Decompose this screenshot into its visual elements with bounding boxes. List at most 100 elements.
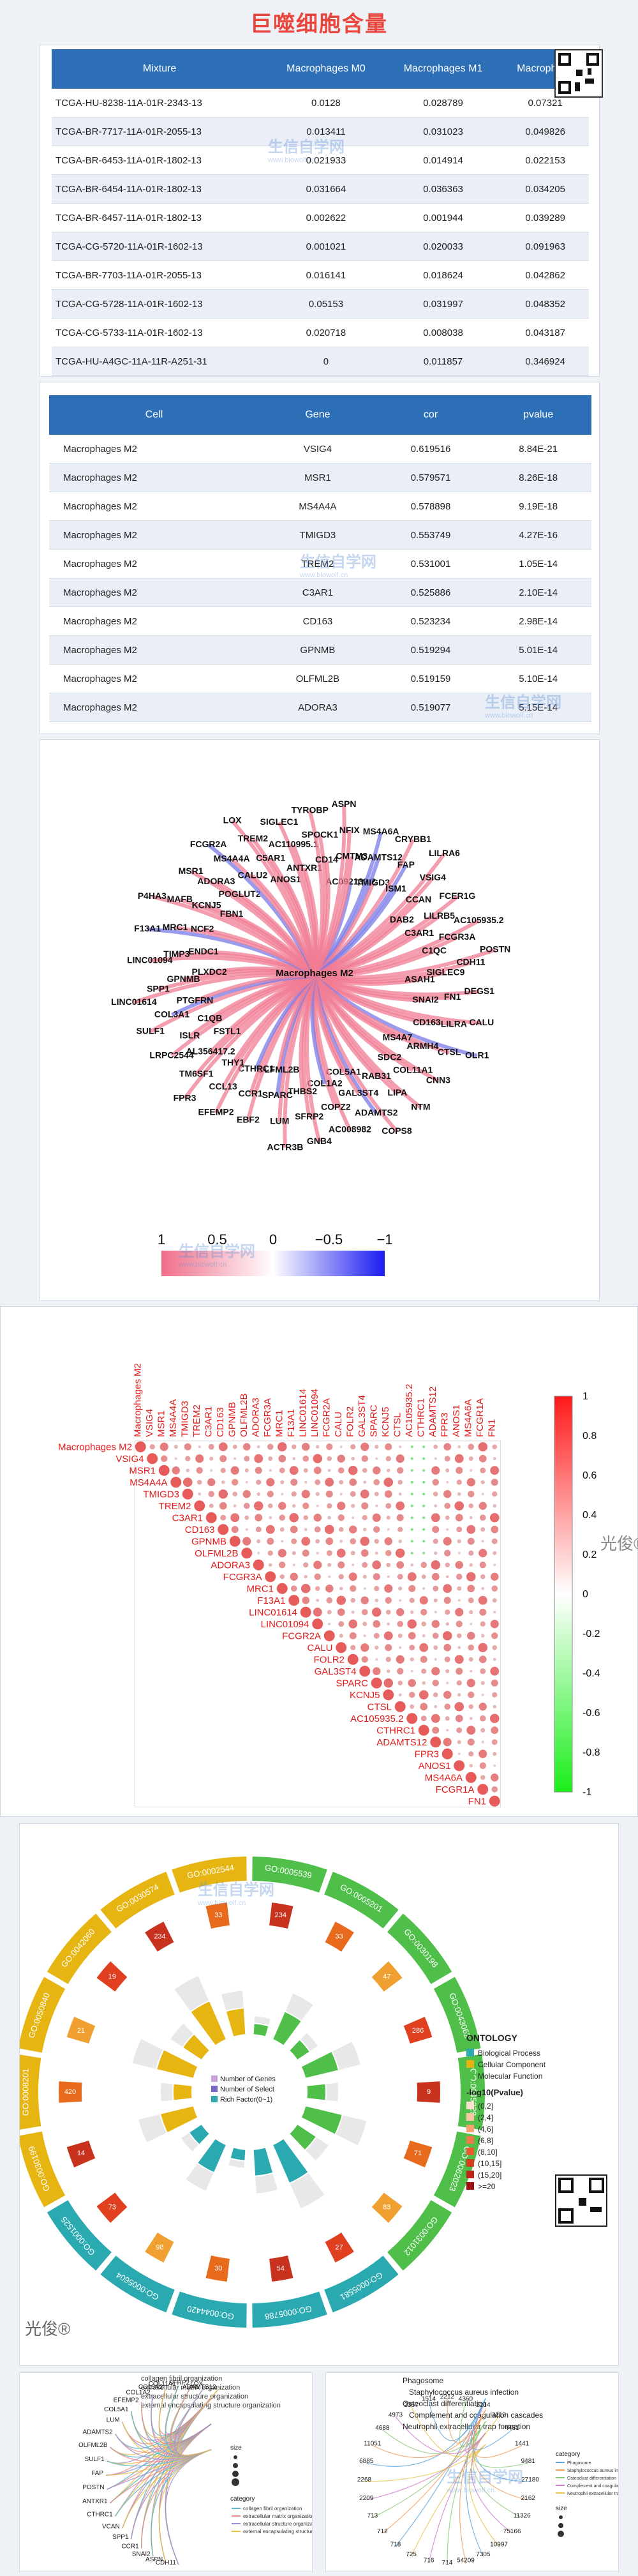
- corr-cell: [446, 1480, 449, 1484]
- corr-cell: [186, 1468, 189, 1472]
- corr-cell: [386, 1562, 391, 1567]
- corr-cell: [266, 1478, 275, 1487]
- table2-header-1: Gene: [259, 395, 376, 435]
- corr-cell: [434, 1551, 438, 1555]
- network-gene-label: C3AR1: [404, 928, 434, 938]
- corr-cell: [457, 1586, 462, 1591]
- corr-cell: [383, 1689, 394, 1701]
- go-pvalue-swatch: [466, 2148, 474, 2155]
- corr-cell: [433, 1444, 438, 1449]
- corr-cell: [363, 1634, 366, 1638]
- corr-cell: [362, 1515, 367, 1521]
- corr-col-label: ADORA3: [250, 1397, 261, 1437]
- network-gene-label: CDH11: [456, 957, 485, 967]
- chord-gene-label: 716: [424, 2557, 434, 2565]
- corr-cell: [326, 1443, 333, 1450]
- network-gene-label: ADAMTS2: [355, 1108, 398, 1118]
- go-term-segment: [322, 1870, 401, 1931]
- go-term-segment: [170, 1855, 248, 1895]
- corr-cell: [422, 1587, 426, 1590]
- corr-row-label: CTHRC1: [376, 1725, 415, 1736]
- table-cell: Macrophages M2: [49, 635, 260, 665]
- corr-cell: [290, 1479, 298, 1486]
- table-row: Macrophages M2 CD163 0.523234 2.98E-14: [49, 606, 591, 636]
- corr-cell: [431, 1620, 440, 1628]
- corr-cell: [457, 1551, 461, 1555]
- corr-colorbar-tick: 0: [582, 1589, 588, 1600]
- network-gene-label: MS4A7: [383, 1032, 413, 1042]
- corr-cell: [434, 1504, 438, 1508]
- corr-cell: [432, 1680, 439, 1687]
- network-gene-label: OLFML2B: [257, 1064, 299, 1074]
- corr-row-label: CTSL: [367, 1701, 392, 1712]
- corr-cell: [491, 1479, 498, 1486]
- corr-cell: [301, 1489, 310, 1498]
- corr-cell: [279, 1574, 285, 1579]
- corr-cell: [441, 1748, 453, 1759]
- corr-cell: [407, 1619, 417, 1629]
- gene-correlation-table: Cell Gene cor pvalue Macrophages M2 VSIG4 0.6…: [49, 395, 591, 722]
- network-gene-label: SFRP2: [295, 1111, 323, 1121]
- corr-cell: [328, 1575, 331, 1578]
- table-cell: VSIG4: [259, 435, 376, 463]
- corr-cell: [328, 1622, 331, 1625]
- corr-cell: [375, 1599, 378, 1602]
- corr-cell: [242, 1537, 251, 1546]
- corr-cell: [396, 1561, 404, 1569]
- network-gene-label: LILRB5: [424, 910, 455, 921]
- corr-col-label: VSIG4: [144, 1409, 155, 1437]
- corr-cell: [325, 1477, 334, 1487]
- corr-row-label: MSR1: [129, 1465, 156, 1476]
- corr-cell: [419, 1643, 429, 1652]
- table-row: Macrophages M2 MS4A4A 0.578898 9.19E-18: [49, 492, 591, 521]
- chord-gene-label: OLFML2B: [78, 2442, 108, 2449]
- corr-col-label: FCGR2A: [321, 1398, 332, 1437]
- network-gene-label: OLR1: [465, 1050, 489, 1060]
- table-cell: 0.014914: [384, 146, 502, 175]
- corr-cell: [265, 1571, 276, 1583]
- corr-cell: [394, 1701, 406, 1712]
- corr-col-label: OLFML2B: [239, 1394, 249, 1437]
- corr-cell: [434, 1658, 437, 1661]
- corr-cell: [256, 1479, 262, 1485]
- chord-gene-label: 11326: [514, 2512, 531, 2519]
- corr-cell: [302, 1502, 309, 1509]
- table-cell: TCGA-HU-A4GC-11A-11R-A251-31: [52, 347, 268, 376]
- corr-cell: [480, 1728, 486, 1733]
- corr-cell: [302, 1549, 309, 1557]
- table1-header-0: Mixture: [52, 49, 268, 89]
- go-legend-item: Molecular Function: [478, 2072, 542, 2081]
- corr-cell: [493, 1504, 496, 1508]
- corr-col-label: ANOS1: [451, 1405, 462, 1437]
- corr-col-label: FCGR1A: [475, 1398, 486, 1437]
- corr-colorbar-tick: 0.8: [582, 1431, 597, 1442]
- corr-cell: [445, 1468, 450, 1473]
- corr-cell: [432, 1479, 439, 1486]
- corr-cell: [351, 1610, 355, 1614]
- network-gene-label: FSTL1: [214, 1026, 241, 1036]
- network-colorbar-tick: 1: [158, 1232, 165, 1247]
- chord-gene-label: 11051: [364, 2441, 382, 2448]
- corr-cell: [196, 1467, 203, 1474]
- chord-edge: [447, 2398, 486, 2444]
- corr-cell: [276, 1583, 288, 1594]
- network-gene-label: TIMP3: [163, 949, 189, 959]
- table-cell: 0.519159: [376, 664, 486, 693]
- corr-cell: [233, 1504, 237, 1508]
- go-count-label: 83: [383, 2204, 390, 2211]
- chord-gene-label: SNAI2: [132, 2550, 151, 2557]
- corr-cell: [234, 1457, 237, 1460]
- go-inner-legend-swatch: [211, 2086, 218, 2092]
- network-gene-label: VSIG4: [420, 872, 446, 882]
- table-row: TCGA-CG-5728-11A-01R-1602-13 0.05153 0.031…: [52, 289, 589, 319]
- corr-cell: [324, 1525, 334, 1535]
- corr-cell: [350, 1645, 356, 1650]
- chord-gene-label: 10997: [490, 2542, 508, 2549]
- chord-size-title: size: [230, 2444, 242, 2452]
- network-gene-label: CTSL: [438, 1047, 461, 1057]
- corr-col-label: FN1: [486, 1419, 497, 1437]
- table-row: TCGA-BR-7703-11A-01R-2055-13 0.016141 0.01…: [52, 260, 589, 290]
- network-gene-label: SIGLEC9: [426, 967, 464, 977]
- corr-cell: [290, 1585, 297, 1592]
- corr-cell: [269, 1469, 272, 1472]
